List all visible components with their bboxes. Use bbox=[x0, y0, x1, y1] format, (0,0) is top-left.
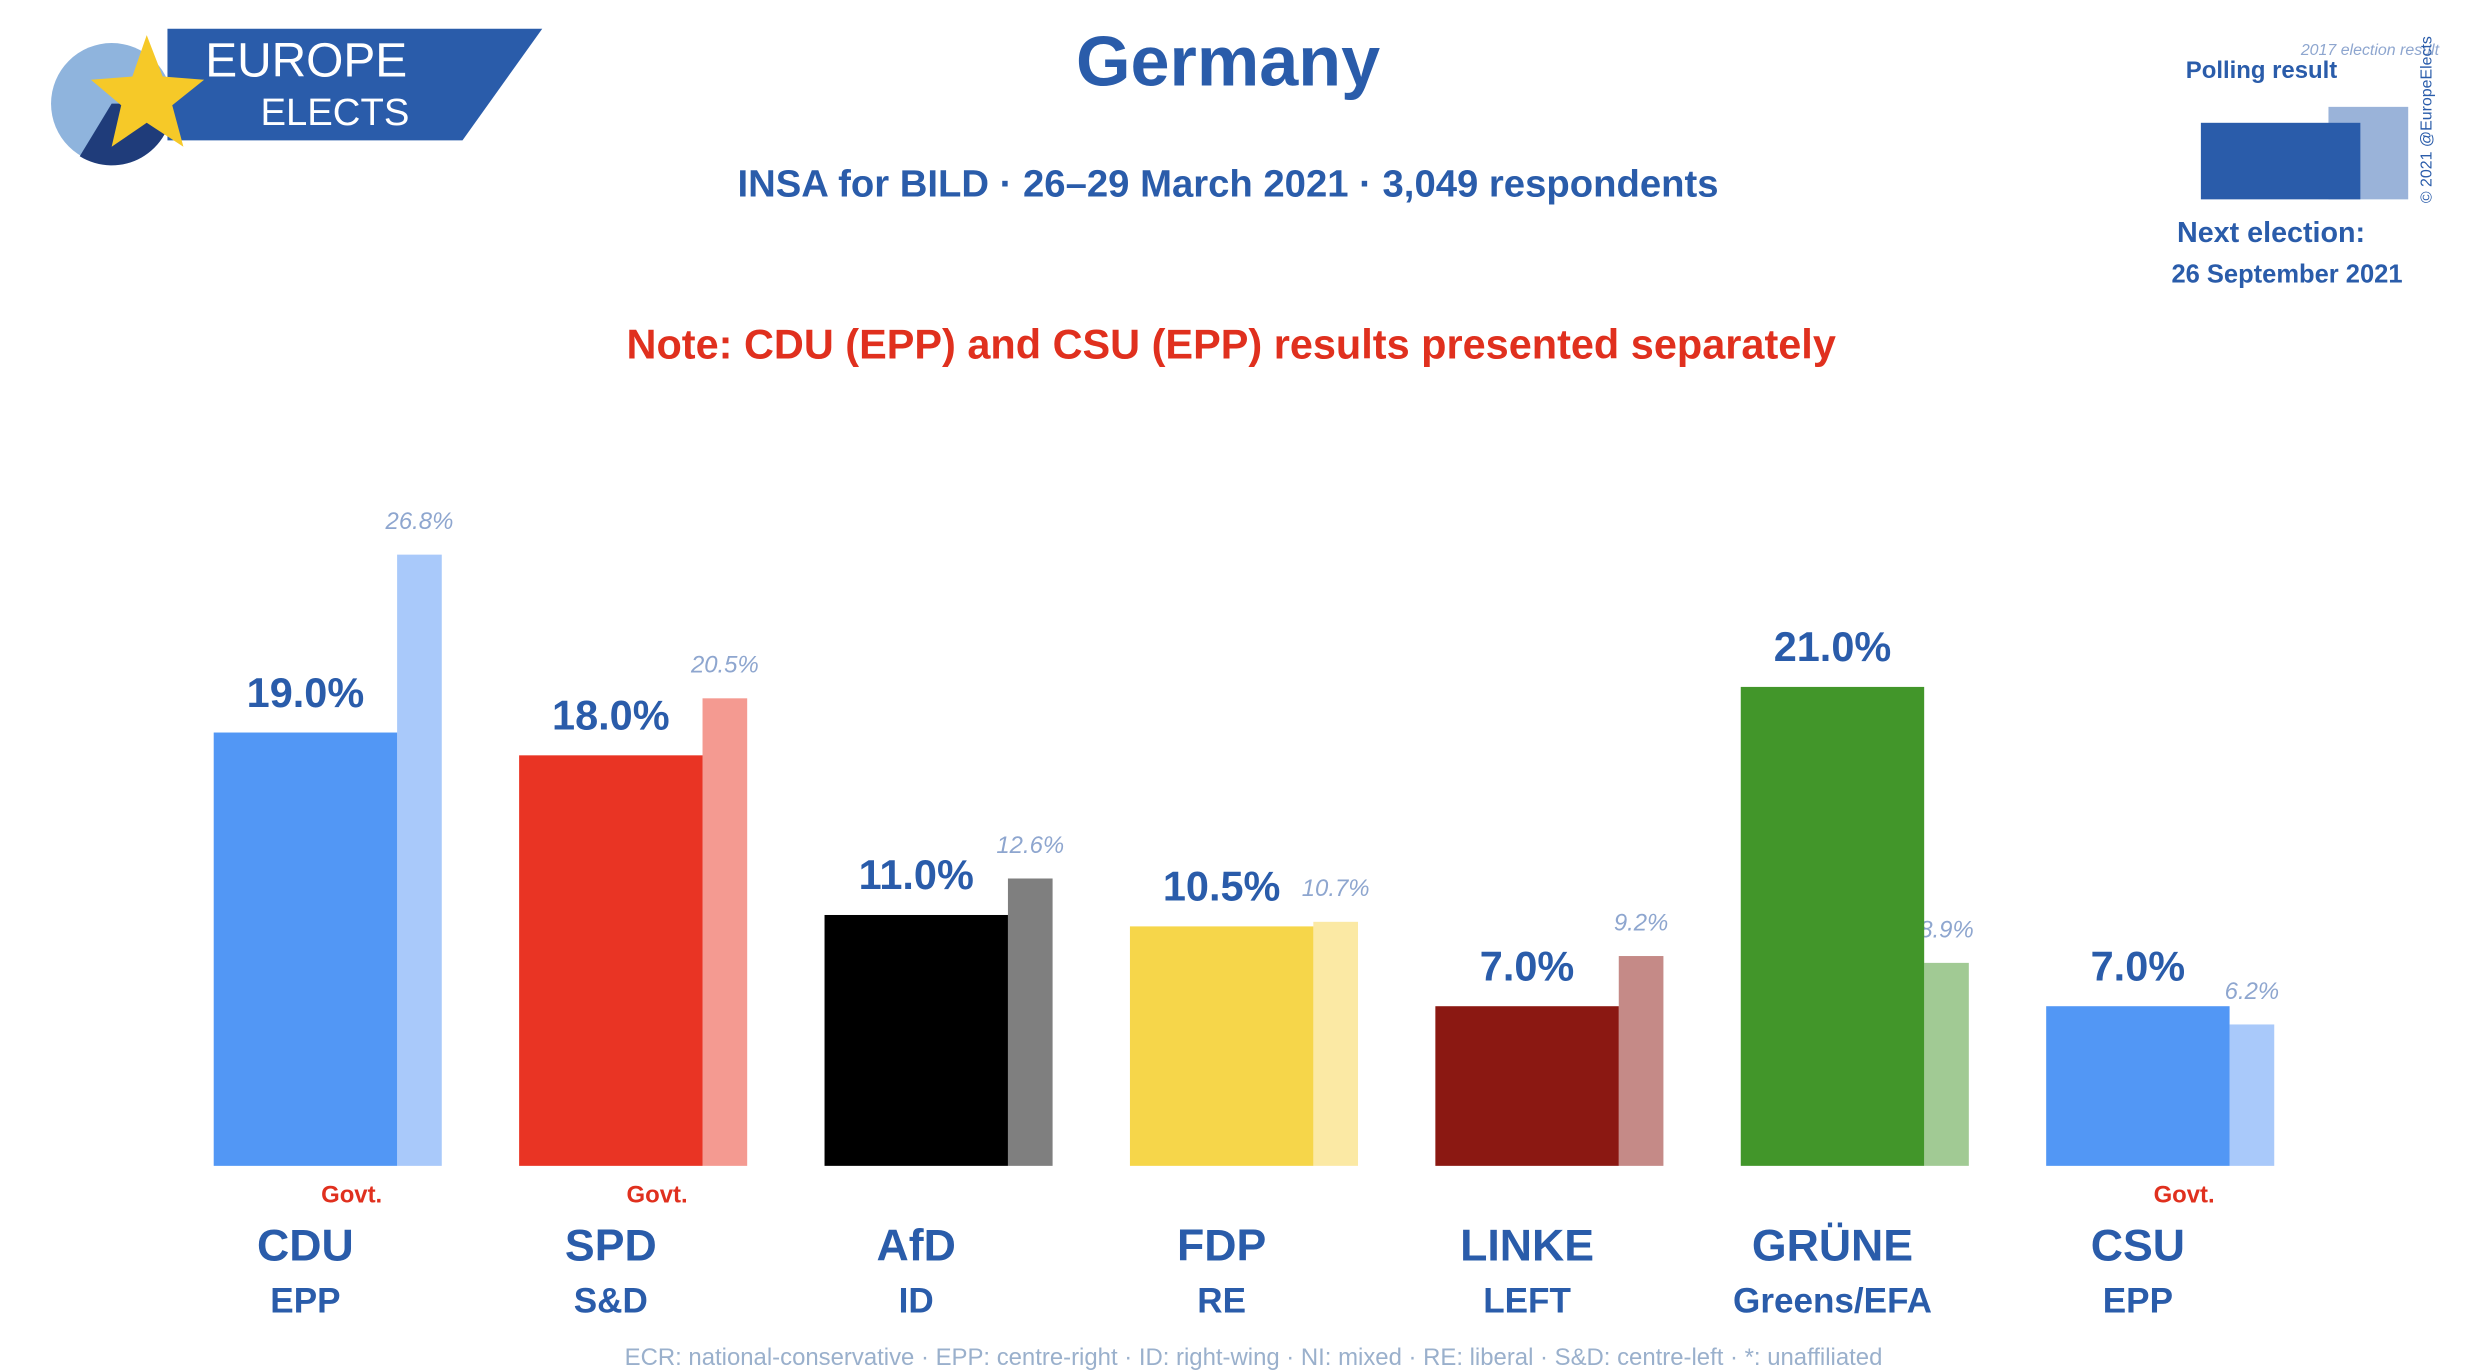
data-label: 12.6% bbox=[996, 832, 1064, 859]
logo-banner bbox=[167, 28, 543, 141]
govt-label: Govt. bbox=[2154, 1181, 2215, 1208]
x-tick-label: FDP bbox=[1177, 1222, 1266, 1271]
x-tick-label: CSU bbox=[2091, 1222, 2185, 1271]
footer: ECR: national-conservative · EPP: centre… bbox=[625, 1344, 1883, 1370]
data-label: 20.5% bbox=[690, 652, 759, 679]
copyright: © 2021 @EuropeElects bbox=[2419, 36, 2436, 203]
group-label: RE bbox=[1197, 1281, 1246, 1320]
group-label: LEFT bbox=[1483, 1281, 1571, 1320]
govt-label: Govt. bbox=[321, 1181, 382, 1208]
bar bbox=[1618, 956, 1664, 1166]
next-election-date: 26 September 2021 bbox=[2171, 261, 2402, 289]
data-label: 26.8% bbox=[385, 508, 454, 535]
x-tick-label: GRÜNE bbox=[1752, 1222, 1913, 1271]
x-tick-label: LINKE bbox=[1460, 1222, 1594, 1271]
logo-star bbox=[90, 35, 205, 147]
group-label: ID bbox=[899, 1281, 934, 1320]
logo: EUROPE ELECTS bbox=[51, 28, 543, 166]
data-label: 7.0% bbox=[2091, 942, 2185, 989]
legend-swatch bbox=[2200, 122, 2361, 200]
data-label: 18.0% bbox=[552, 692, 670, 739]
note: Note: CDU (EPP) and CSU (EPP) results pr… bbox=[627, 321, 1836, 368]
govt-label: Govt. bbox=[627, 1181, 688, 1208]
legend-label: Polling result bbox=[2186, 57, 2337, 84]
bar bbox=[213, 732, 398, 1166]
bar bbox=[1435, 1006, 1619, 1166]
bar bbox=[1007, 878, 1053, 1166]
bar bbox=[1313, 921, 1359, 1166]
logo-text: ELECTS bbox=[260, 91, 409, 134]
data-label: 11.0% bbox=[859, 851, 974, 898]
data-label: 8.9% bbox=[1919, 916, 1973, 943]
legend-label: 2017 election result bbox=[2300, 42, 2440, 59]
x-tick-label: CDU bbox=[257, 1222, 354, 1271]
data-label: 7.0% bbox=[1480, 942, 1574, 989]
x-tick-label: SPD bbox=[565, 1222, 657, 1271]
data-label: 10.7% bbox=[1302, 875, 1370, 902]
group-label: S&D bbox=[574, 1281, 648, 1320]
bar bbox=[2046, 1006, 2230, 1166]
bar bbox=[397, 554, 442, 1166]
data-label: 9.2% bbox=[1614, 909, 1668, 936]
bar bbox=[1740, 686, 1925, 1166]
data-label: 10.5% bbox=[1163, 863, 1281, 910]
data-label: 19.0% bbox=[247, 669, 365, 716]
chart-title: Germany bbox=[1076, 22, 1380, 101]
group-label: EPP bbox=[2103, 1281, 2173, 1320]
bar bbox=[2229, 1024, 2275, 1166]
bar bbox=[519, 755, 703, 1166]
x-tick-label: AfD bbox=[877, 1222, 956, 1271]
group-label: Greens/EFA bbox=[1733, 1281, 1932, 1320]
data-label: 21.0% bbox=[1774, 623, 1892, 670]
logo-text: EUROPE bbox=[205, 34, 407, 87]
data-label: 6.2% bbox=[2225, 978, 2279, 1005]
chart-subtitle: INSA for BILD · 26–29 March 2021 · 3,049… bbox=[737, 163, 1718, 206]
legend: Polling result 2017 election result Next… bbox=[2171, 36, 2439, 289]
bar bbox=[702, 698, 748, 1166]
bar bbox=[1129, 926, 1314, 1166]
bar bbox=[824, 914, 1008, 1166]
bar bbox=[1924, 962, 1969, 1166]
group-label: EPP bbox=[270, 1281, 340, 1320]
next-election-label: Next election: bbox=[2177, 217, 2365, 249]
